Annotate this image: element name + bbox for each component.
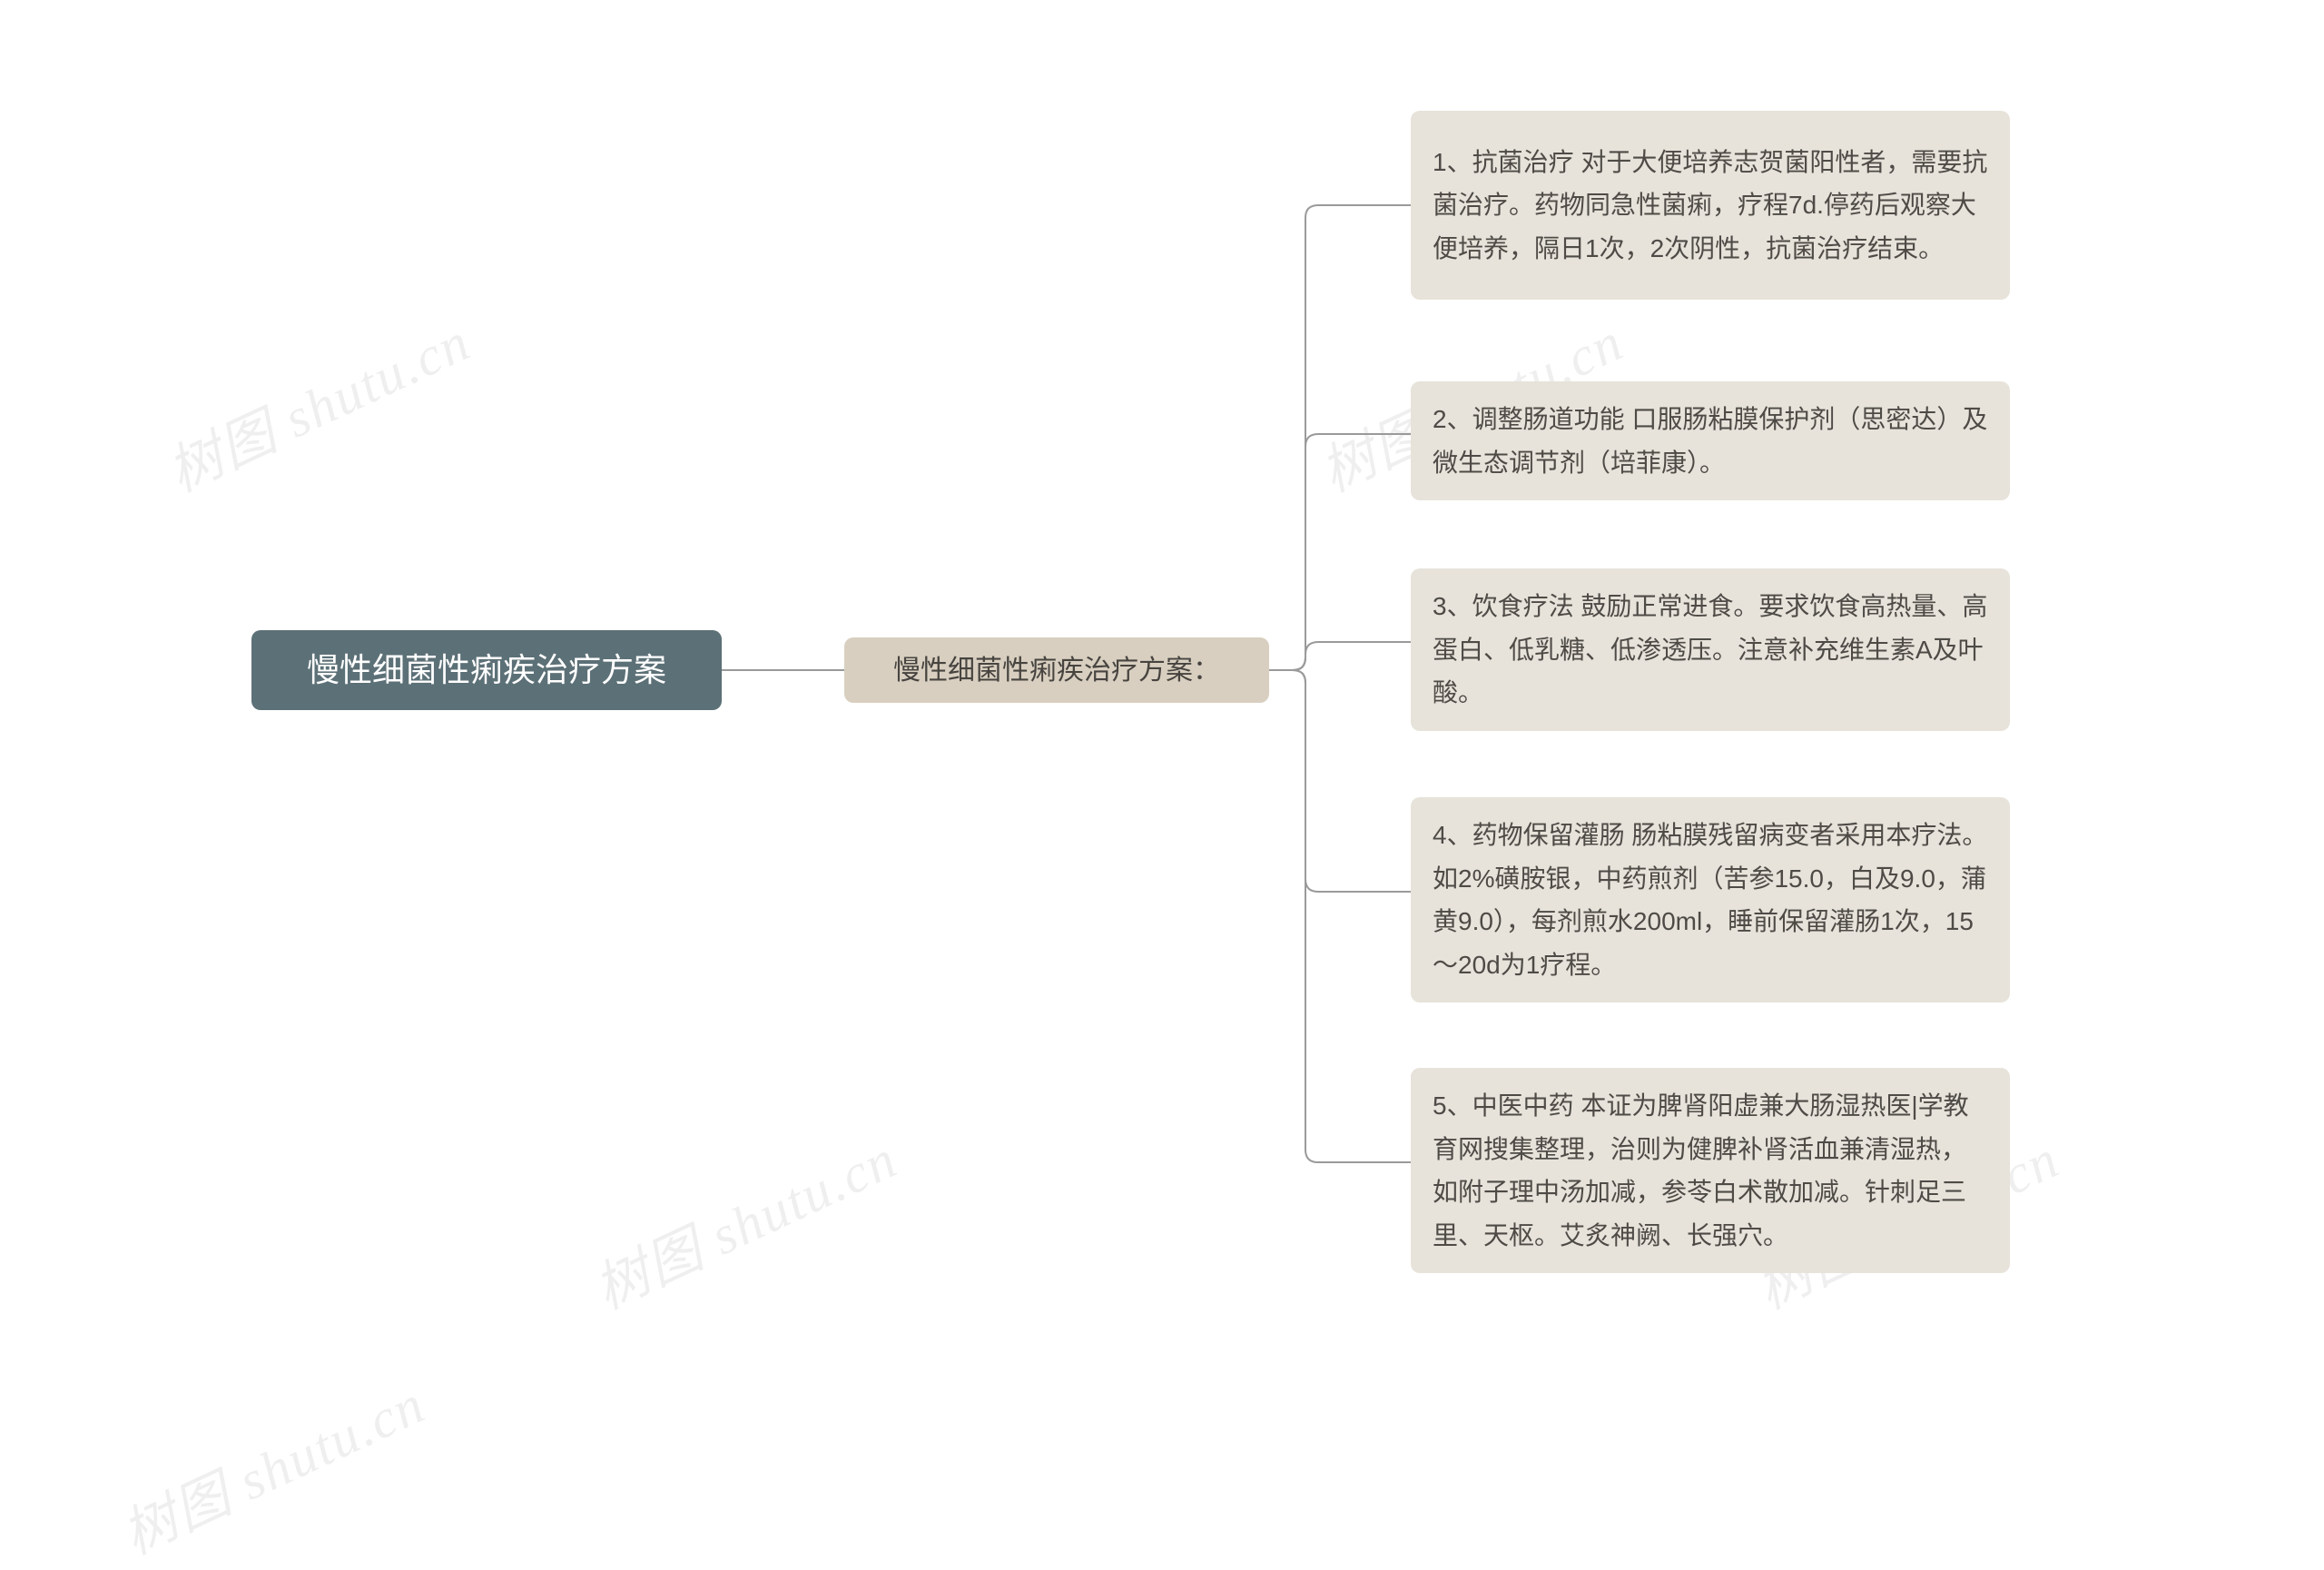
level1-node[interactable]: 慢性细菌性痢疾治疗方案： [844, 637, 1269, 703]
leaf-node[interactable]: 1、抗菌治疗 对于大便培养志贺菌阳性者，需要抗菌治疗。药物同急性菌痢，疗程7d.… [1411, 111, 2010, 300]
leaf-node[interactable]: 2、调整肠道功能 口服肠粘膜保护剂（思密达）及微生态调节剂（培菲康）。 [1411, 381, 2010, 500]
mindmap-canvas: 树图 shutu.cn 树图 shutu.cn 树图 shutu.cn 树图 s… [0, 0, 2324, 1449]
watermark: 树图 shutu.cn [107, 1360, 436, 1569]
leaf-node[interactable]: 4、药物保留灌肠 肠粘膜残留病变者采用本疗法。如2%磺胺银，中药煎剂（苦参15.… [1411, 797, 2010, 1002]
leaf-node[interactable]: 5、中医中药 本证为脾肾阳虚兼大肠湿热医|学教育网搜集整理，治则为健脾补肾活血兼… [1411, 1068, 2010, 1273]
leaf-text: 5、中医中药 本证为脾肾阳虚兼大肠湿热医|学教育网搜集整理，治则为健脾补肾活血兼… [1433, 1084, 1988, 1257]
level1-label: 慢性细菌性痢疾治疗方案： [893, 647, 1220, 694]
leaf-node[interactable]: 3、饮食疗法 鼓励正常进食。要求饮食高热量、高蛋白、低乳糖、低渗透压。注意补充维… [1411, 568, 2010, 731]
watermark: 树图 shutu.cn [579, 1115, 908, 1324]
leaf-text: 1、抗菌治疗 对于大便培养志贺菌阳性者，需要抗菌治疗。药物同急性菌痢，疗程7d.… [1433, 141, 1988, 271]
leaf-text: 2、调整肠道功能 口服肠粘膜保护剂（思密达）及微生态调节剂（培菲康）。 [1433, 398, 1988, 484]
leaf-text: 4、药物保留灌肠 肠粘膜残留病变者采用本疗法。如2%磺胺银，中药煎剂（苦参15.… [1433, 814, 1988, 986]
root-label: 慢性细菌性痢疾治疗方案 [307, 642, 666, 697]
root-node[interactable]: 慢性细菌性痢疾治疗方案 [251, 630, 722, 710]
watermark: 树图 shutu.cn [153, 298, 481, 507]
leaf-text: 3、饮食疗法 鼓励正常进食。要求饮食高热量、高蛋白、低乳糖、低渗透压。注意补充维… [1433, 585, 1988, 715]
